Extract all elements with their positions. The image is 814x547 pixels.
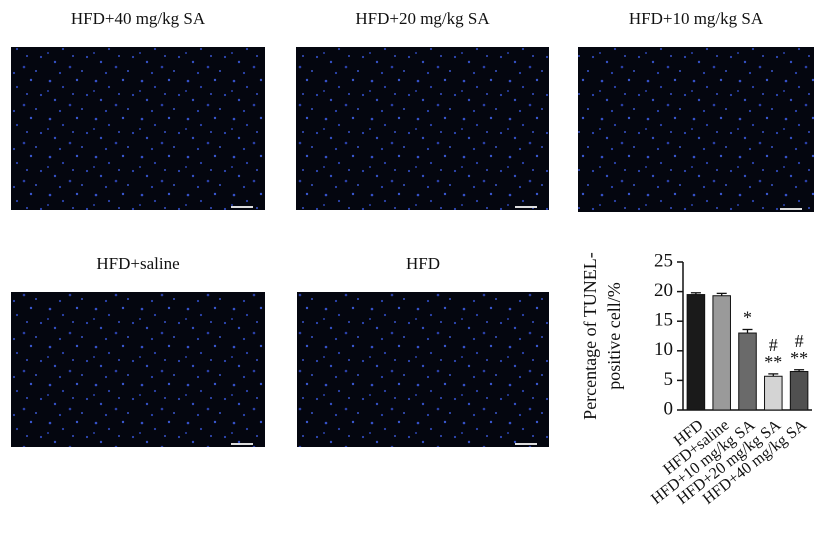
y-tick-label: 20 bbox=[654, 280, 673, 301]
y-axis-label: Percentage of TUNEL- bbox=[580, 252, 600, 420]
image-panels: HFD+40 mg/kg SA HFD+20 mg/kg SA HFD+10 mg/… bbox=[11, 9, 814, 447]
bar bbox=[686, 294, 706, 411]
y-tick-label: 25 bbox=[654, 250, 673, 271]
panel-title: HFD+40 mg/kg SA bbox=[71, 9, 206, 28]
significance-mark: # bbox=[769, 335, 778, 355]
significance-mark: * bbox=[743, 308, 752, 328]
y-tick-label: 0 bbox=[664, 398, 674, 419]
panel-title: HFD+10 mg/kg SA bbox=[629, 9, 764, 28]
y-tick-label: 5 bbox=[664, 369, 674, 390]
micrograph bbox=[11, 47, 265, 210]
micrograph bbox=[578, 47, 814, 212]
micrograph bbox=[297, 292, 549, 447]
significance-mark: ** bbox=[790, 348, 808, 368]
bar bbox=[738, 332, 757, 411]
significance-mark: ** bbox=[764, 352, 782, 372]
y-tick-label: 10 bbox=[654, 339, 673, 360]
panel-title: HFD bbox=[406, 254, 440, 273]
significance-mark: # bbox=[795, 331, 804, 351]
micrograph bbox=[11, 292, 265, 447]
bar bbox=[789, 371, 809, 411]
bar bbox=[764, 375, 783, 411]
y-axis-label: positive cell/% bbox=[604, 282, 624, 389]
bar bbox=[712, 295, 731, 411]
y-tick-label: 15 bbox=[654, 310, 673, 331]
bar-chart: 0 5 10 15 20 25 Percentage of TUNEL-positive c… bbox=[580, 250, 812, 508]
micrograph bbox=[296, 47, 549, 210]
panel-title: HFD+20 mg/kg SA bbox=[355, 9, 490, 28]
panel-title: HFD+saline bbox=[96, 254, 179, 273]
